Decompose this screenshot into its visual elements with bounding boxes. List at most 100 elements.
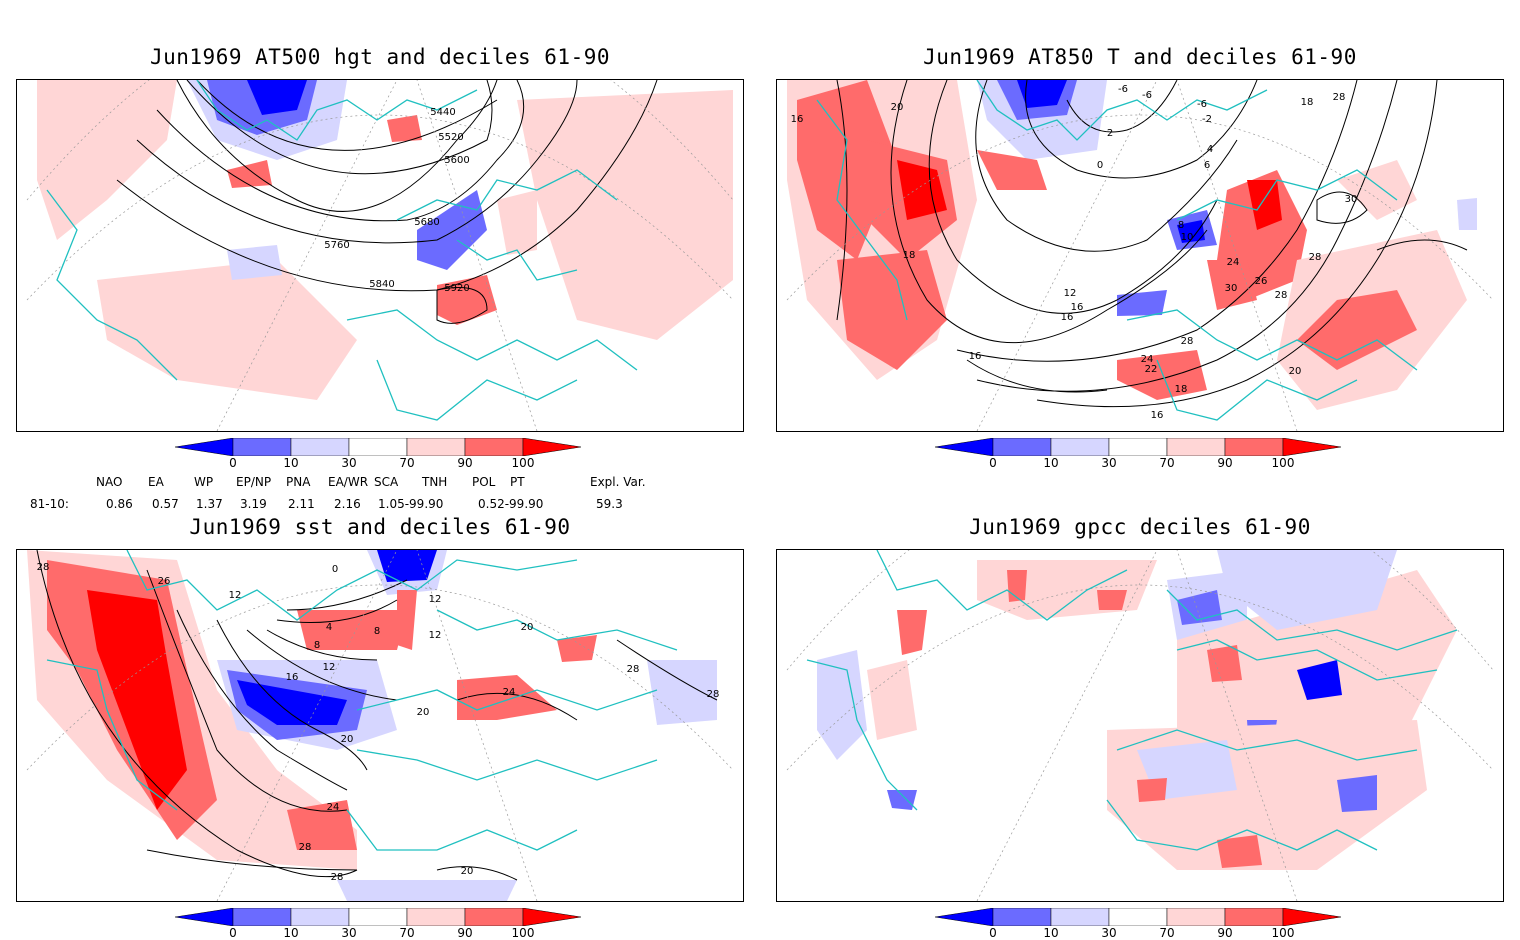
coastline [396, 169, 618, 221]
anomaly-dark-blue [1177, 220, 1205, 243]
colorbar-sst: 0 10 30 70 90 100 [175, 908, 615, 940]
contour-label: 0 [1097, 160, 1103, 171]
colorbar-tick: 90 [1217, 926, 1233, 940]
anomaly-light-red [1337, 160, 1417, 220]
coastline [1166, 589, 1458, 651]
contour-line [246, 629, 398, 701]
colorbar-tick: 100 [511, 456, 535, 470]
anomaly-mid-red [387, 115, 422, 142]
coastline [356, 749, 658, 781]
contour-label: 6 [1204, 160, 1210, 171]
colorbar-tick: 10 [1043, 926, 1059, 940]
coastline [196, 80, 478, 141]
contour-line [456, 692, 578, 721]
contour-label: 20 [417, 707, 430, 718]
index-header: PT [510, 475, 525, 489]
colorbar-tick: 10 [283, 456, 299, 470]
contour-label: 26 [1255, 276, 1268, 287]
anomaly-mid-red [1137, 778, 1167, 802]
anomaly-mid-red [397, 590, 417, 650]
contour-label: 12 [429, 594, 442, 605]
contour-label: 20 [521, 622, 534, 633]
coastline [126, 550, 578, 621]
contour-line [976, 80, 1398, 392]
coastline [346, 809, 578, 851]
colorbar-tick: 30 [341, 926, 357, 940]
anomaly-dark-blue [1017, 80, 1067, 108]
colorbar-tick: 30 [1101, 456, 1117, 470]
colorbar-scale [175, 908, 582, 926]
contour-label: 20 [891, 102, 904, 113]
index-value: 3.19 [240, 497, 267, 511]
colorbar-tick: 70 [399, 456, 415, 470]
contour-label: 24 [503, 687, 516, 698]
contour-label: 24 [1227, 257, 1240, 268]
contour-label: 28 [1309, 252, 1322, 263]
index-header: EA [148, 475, 164, 489]
contour-label: 28 [331, 872, 344, 883]
contour-line [836, 80, 848, 321]
contour-label: 5680 [414, 217, 439, 228]
index-header: EA/WR [328, 475, 369, 489]
contour-line [266, 629, 378, 661]
index-row-label: 81-10: [30, 497, 69, 511]
contour-label: 8 [314, 640, 320, 651]
contour-line [1316, 191, 1368, 224]
coastline [1116, 729, 1418, 761]
colorbar-tick: 100 [1271, 456, 1295, 470]
contour-line [146, 849, 358, 871]
map-hgt500: 5440 5520 5600 5680 5760 5840 5920 [26, 80, 734, 431]
contour-label: 5520 [438, 132, 463, 143]
colorbar-gpcc: 0 10 30 70 90 100 [935, 908, 1375, 940]
anomaly-mid-red [897, 610, 927, 655]
contour-label: -6 [1118, 84, 1128, 95]
contour-label: 22 [1145, 364, 1158, 375]
contour-line [966, 359, 1108, 393]
coastline [456, 239, 578, 281]
colorbar-scale [935, 908, 1342, 926]
contour-line [436, 866, 518, 881]
index-value: 1.37 [196, 497, 223, 511]
contour-label: 10 [1181, 232, 1194, 243]
contour-label: 20 [1289, 366, 1302, 377]
contour-label: 16 [1151, 410, 1164, 421]
anomaly-dark-red [87, 590, 187, 810]
contour-label: 28 [1275, 290, 1288, 301]
contour-line [36, 550, 358, 878]
contour-line [156, 80, 525, 222]
colorbar-tick: 0 [229, 926, 237, 940]
coastline [46, 189, 178, 381]
contour-line [1036, 80, 1438, 408]
anomaly-light-red [517, 90, 733, 340]
contour-label: 0 [332, 564, 338, 575]
contour-label: 26 [158, 576, 171, 587]
anomaly-light-red [867, 660, 917, 740]
contour-line [890, 80, 1208, 344]
map-t850: -6 -6 -6 -2 2 0 4 6 8 10 12 16 18 16 20 … [786, 80, 1494, 431]
anomaly-light-red [37, 80, 177, 240]
contour-label: 28 [707, 689, 720, 700]
anomaly-mid-red [1117, 350, 1207, 400]
colorbar-tick: 0 [229, 456, 237, 470]
anomaly-dark-blue [247, 80, 307, 115]
panel-title-hgt500: Jun1969 AT500 hgt and deciles 61-90 [149, 45, 610, 69]
contour-line [436, 287, 488, 324]
map-gpcc [786, 550, 1494, 901]
anomaly-mid-red [1207, 260, 1257, 310]
contour-line [176, 80, 498, 212]
contour-label: 16 [791, 114, 804, 125]
contour-label: 20 [461, 866, 474, 877]
coastline [1106, 799, 1378, 851]
contour-label: 16 [1071, 302, 1084, 313]
anomaly-mid-blue [1337, 775, 1377, 812]
index-header: PNA [286, 475, 311, 489]
contour-label: 12 [229, 590, 242, 601]
coastline [976, 80, 1268, 141]
colorbar-tick: 10 [283, 926, 299, 940]
anomaly-light-blue [817, 650, 867, 760]
contour-label: 5760 [324, 240, 349, 251]
anomaly-light-blue [337, 880, 517, 901]
index-header: EP/NP [236, 475, 272, 489]
panel-title-t850: Jun1969 AT850 T and deciles 61-90 [923, 45, 1357, 69]
coastline [376, 359, 578, 421]
